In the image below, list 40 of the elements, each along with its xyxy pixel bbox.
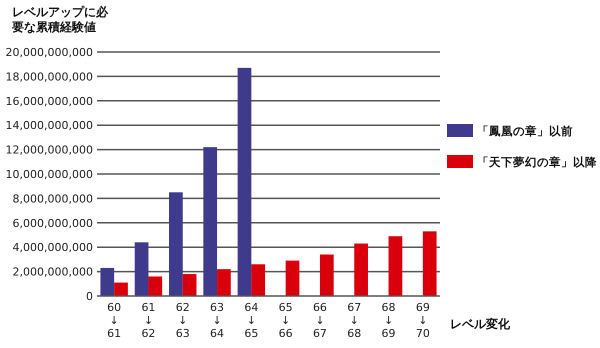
- bar: [182, 274, 196, 296]
- x-tick-label: 67 ↓ 68: [347, 301, 362, 340]
- y-axis-title: レベルアップに必要な累積経験値: [12, 5, 109, 35]
- y-tick-label: 16,000,000,000: [6, 94, 93, 108]
- y-tick-label: 6,000,000,000: [12, 216, 93, 230]
- bar: [354, 244, 368, 296]
- bar: [203, 147, 218, 296]
- y-tick-label: 2,000,000,000: [12, 266, 93, 279]
- x-tick-label: 64 ↓ 65: [244, 301, 258, 340]
- bar: [148, 276, 162, 296]
- legend-label: 「鳳凰の章」以前: [477, 124, 573, 138]
- x-tick-label: 63 ↓ 64: [210, 301, 224, 340]
- bar: [134, 242, 148, 296]
- x-tick-label: 68 ↓ 69: [382, 301, 396, 340]
- y-tick-label: 8,000,000,000: [12, 192, 93, 206]
- y-tick-label: 4,000,000,000: [12, 241, 93, 254]
- legend-label: 「天下夢幻の章」以降: [477, 155, 598, 169]
- bar: [286, 260, 300, 296]
- bar: [217, 269, 231, 296]
- bar: [388, 236, 402, 296]
- x-axis-title: レベル変化: [450, 317, 511, 331]
- bar: [251, 264, 266, 296]
- x-tick-label: 66 ↓ 67: [312, 301, 327, 340]
- bar: [320, 254, 334, 296]
- y-tick-label: 12,000,000,000: [6, 144, 93, 157]
- y-tick-label: 18,000,000,000: [6, 70, 93, 84]
- x-tick-label: 61 ↓ 62: [141, 301, 156, 340]
- y-tick-label: 0: [86, 290, 93, 303]
- bar: [422, 231, 437, 296]
- x-tick-label: 65 ↓ 66: [278, 301, 293, 340]
- x-tick-label: 69 ↓ 70: [416, 301, 430, 340]
- y-tick-label: 20,000,000,000: [6, 46, 93, 59]
- x-tick-label: 60 ↓ 61: [107, 301, 122, 340]
- y-tick-label: 10,000,000,000: [6, 168, 93, 181]
- x-tick-label: 62 ↓ 63: [176, 301, 190, 340]
- bar: [169, 192, 183, 296]
- bar: [114, 282, 128, 296]
- y-tick-label: 14,000,000,000: [6, 119, 93, 132]
- bar: [100, 268, 114, 296]
- bar: [238, 68, 252, 296]
